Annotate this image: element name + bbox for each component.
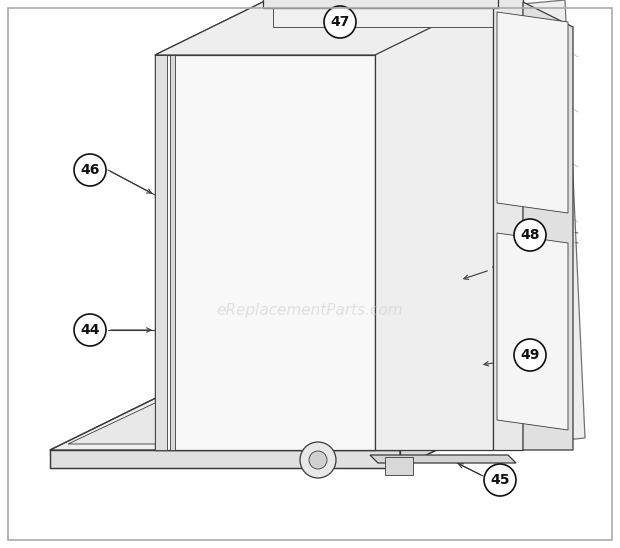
Polygon shape [155,0,493,55]
Polygon shape [493,0,523,450]
Polygon shape [523,2,573,450]
Polygon shape [375,0,493,450]
Circle shape [74,154,106,186]
Circle shape [324,6,356,38]
Polygon shape [263,0,498,8]
Circle shape [514,339,546,371]
Polygon shape [370,455,516,463]
Circle shape [514,219,546,251]
Polygon shape [400,392,518,468]
Circle shape [484,464,516,496]
Text: 48: 48 [520,228,540,242]
Text: 49: 49 [520,348,539,362]
Polygon shape [511,0,585,445]
Text: 47: 47 [330,15,350,29]
Text: 45: 45 [490,473,510,487]
Text: eReplacementParts.com: eReplacementParts.com [216,302,404,317]
Polygon shape [385,457,413,475]
Polygon shape [155,55,167,450]
Polygon shape [497,233,568,430]
Polygon shape [68,386,505,444]
Polygon shape [170,55,175,450]
Polygon shape [50,450,400,468]
Text: 44: 44 [80,323,100,337]
Circle shape [300,442,336,478]
Text: 46: 46 [81,163,100,177]
Polygon shape [155,55,375,450]
Polygon shape [50,392,518,450]
Circle shape [74,314,106,346]
Polygon shape [497,12,568,213]
Circle shape [309,451,327,469]
Polygon shape [273,0,493,27]
